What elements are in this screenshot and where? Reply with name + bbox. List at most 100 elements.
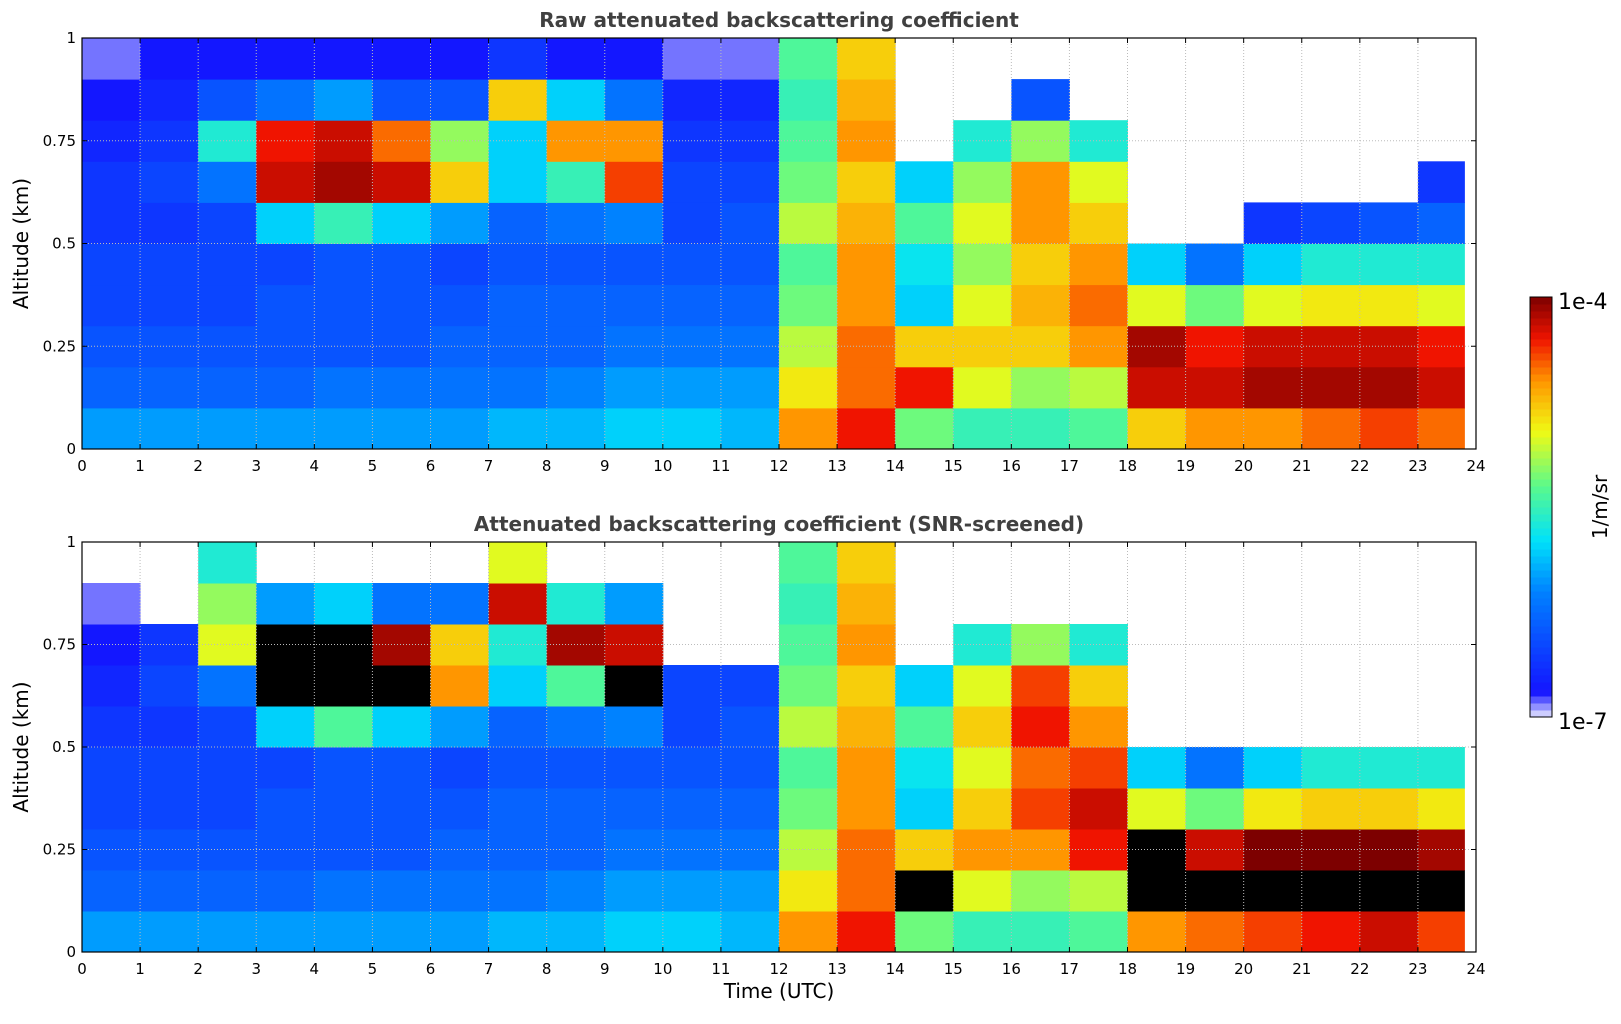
heatmap-cell — [604, 788, 664, 830]
heatmap-cell — [488, 583, 548, 625]
heatmap-cell — [198, 284, 257, 327]
heatmap-cell — [953, 243, 1012, 286]
heatmap-cell — [546, 665, 606, 707]
heatmap-cell — [662, 284, 722, 327]
heatmap-cell — [953, 407, 1012, 450]
heatmap-cell — [720, 665, 780, 707]
y-tick-label: 0.25 — [43, 841, 76, 859]
heatmap-cell — [720, 243, 780, 286]
heatmap-cell — [953, 706, 1012, 748]
colorbar-segment — [1530, 528, 1552, 536]
x-tick-label: 9 — [600, 457, 610, 475]
heatmap-cell — [546, 624, 606, 666]
colorbar-segment — [1530, 507, 1552, 515]
heatmap-cell — [430, 624, 490, 666]
heatmap-cell — [430, 870, 490, 912]
colorbar-segment — [1530, 605, 1552, 613]
heatmap-cell — [1243, 829, 1303, 871]
heatmap-cell — [895, 284, 954, 327]
x-tick-label: 2 — [193, 457, 203, 475]
heatmap-cell — [1011, 706, 1070, 748]
heatmap-cell — [837, 79, 896, 121]
heatmap-cell — [1243, 747, 1303, 789]
heatmap-cell — [488, 202, 548, 244]
heatmap-cell — [953, 284, 1012, 327]
heatmap-cell — [604, 202, 664, 244]
heatmap-cell — [837, 624, 896, 666]
heatmap-cell — [546, 120, 606, 162]
heatmap-cell — [1069, 870, 1128, 912]
colorbar-segment — [1530, 451, 1552, 459]
heatmap-cell — [837, 829, 896, 871]
heatmap-cell — [488, 747, 548, 789]
heatmap-cell — [1301, 911, 1361, 953]
heatmap-cell — [1417, 747, 1465, 789]
colorbar-segment — [1530, 500, 1552, 508]
colorbar-segment — [1530, 423, 1552, 431]
heatmap-cell — [488, 870, 548, 912]
x-tick-label: 1 — [135, 457, 145, 475]
heatmap-cell — [720, 120, 780, 162]
heatmap-cell — [1417, 870, 1465, 912]
heatmap-cell — [1069, 665, 1128, 707]
heatmap-cell — [779, 583, 838, 625]
heatmap-cell — [198, 624, 257, 666]
heatmap-cell — [662, 706, 722, 748]
heatmap-cell — [314, 706, 373, 748]
heatmap-cell — [546, 202, 606, 244]
heatmap-cell — [82, 624, 141, 666]
heatmap-cell — [372, 407, 431, 450]
colorbar-segment — [1530, 570, 1552, 578]
colorbar-segment — [1530, 556, 1552, 564]
heatmap-cell — [837, 366, 896, 409]
heatmap-cell — [372, 624, 431, 666]
heatmap-cell — [837, 325, 896, 368]
heatmap-cell — [372, 120, 431, 162]
heatmap-cell — [1069, 366, 1128, 409]
heatmap-cells — [82, 38, 1465, 450]
heatmap-cell — [314, 911, 373, 953]
heatmap-cell — [82, 788, 141, 830]
heatmap-cell — [662, 911, 722, 953]
heatmap-cell — [372, 79, 431, 121]
heatmap-cell — [1417, 284, 1465, 327]
heatmap-cell — [953, 911, 1012, 953]
y-tick-label: 0 — [66, 440, 76, 458]
x-tick-label: 0 — [77, 960, 87, 978]
heatmap-cell — [1359, 870, 1419, 912]
heatmap-cell — [430, 407, 490, 450]
heatmap-cell — [372, 161, 431, 203]
heatmap-cell — [488, 38, 548, 80]
heatmap-cell — [953, 665, 1012, 707]
heatmap-cell — [372, 747, 431, 789]
heatmap-cell — [372, 202, 431, 244]
heatmap-cell — [1127, 284, 1187, 327]
heatmap-cell — [662, 202, 722, 244]
heatmap-cell — [1185, 788, 1245, 830]
heatmap-cell — [82, 407, 141, 450]
heatmap-cell — [1011, 120, 1070, 162]
heatmap-cell — [662, 870, 722, 912]
heatmap-cell — [1417, 161, 1465, 203]
heatmap-cell — [953, 870, 1012, 912]
heatmap-cell — [546, 243, 606, 286]
heatmap-cell — [662, 79, 722, 121]
heatmap-cell — [604, 706, 664, 748]
heatmap-cell — [430, 583, 490, 625]
heatmap-cell — [546, 911, 606, 953]
heatmap-cell — [1127, 870, 1187, 912]
heatmap-cell — [604, 79, 664, 121]
heatmap-cell — [779, 79, 838, 121]
colorbar-segment — [1530, 388, 1552, 396]
heatmap-cell — [1127, 366, 1187, 409]
heatmap-cell — [1359, 366, 1419, 409]
heatmap-cell — [953, 366, 1012, 409]
colorbar-segment — [1530, 563, 1552, 571]
colorbar-segment — [1530, 584, 1552, 592]
heatmap-cell — [198, 79, 257, 121]
heatmap-cell — [779, 407, 838, 450]
heatmap-cell — [488, 788, 548, 830]
heatmap-cell — [779, 747, 838, 789]
heatmap-cell — [895, 706, 954, 748]
